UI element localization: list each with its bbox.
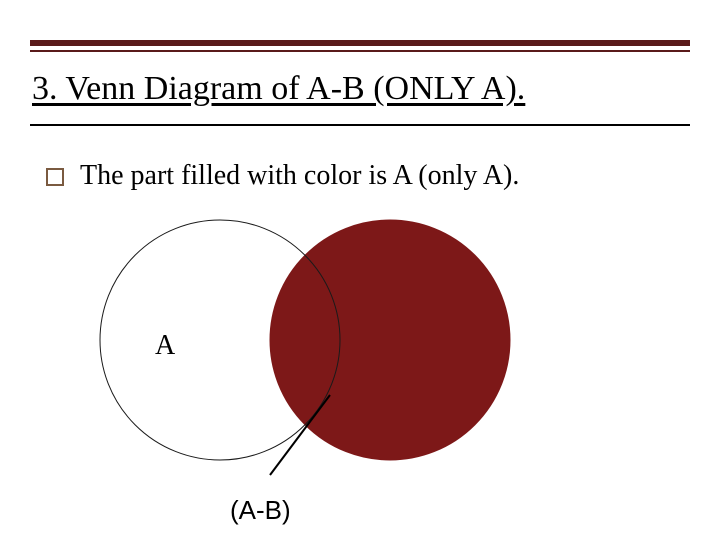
label-a-minus-b: (A-B) — [230, 495, 291, 526]
bullet-item: The part filled with color is A (only A)… — [46, 160, 519, 192]
slide-title: 3. Venn Diagram of A-B (ONLY A). — [32, 70, 525, 108]
square-bullet-icon — [46, 168, 64, 186]
venn-svg — [60, 200, 580, 520]
venn-diagram: A (A-B) — [60, 200, 580, 520]
title-underline — [30, 124, 690, 126]
top-rule-thick — [30, 40, 690, 46]
slide: 3. Venn Diagram of A-B (ONLY A). The par… — [0, 0, 720, 540]
bullet-text: The part filled with color is A (only A)… — [80, 160, 519, 192]
top-rule-thin — [30, 50, 690, 52]
label-a: A — [155, 330, 175, 362]
